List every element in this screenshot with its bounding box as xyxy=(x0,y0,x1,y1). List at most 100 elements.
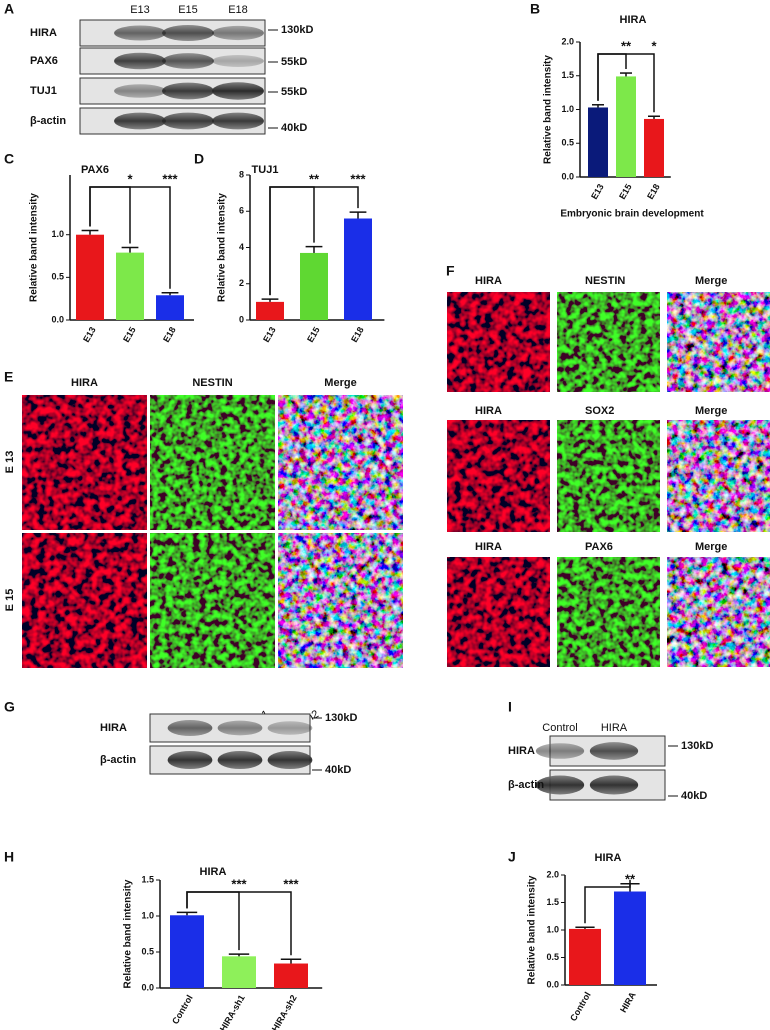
panel-label: G xyxy=(4,699,15,715)
blot-band xyxy=(535,743,585,759)
blot-band xyxy=(212,82,264,100)
lane-label: Control xyxy=(542,722,577,734)
y-tick-label: 8 xyxy=(239,169,244,179)
micrograph xyxy=(447,557,550,667)
y-tick-label: 0 xyxy=(239,314,244,324)
y-axis-label: Relative band intensity xyxy=(123,879,134,988)
y-tick-label: 2 xyxy=(239,278,244,288)
significance-bracket xyxy=(186,891,292,956)
blot-row-label: β-actin xyxy=(508,779,544,791)
marker-label: 40kD xyxy=(281,122,307,134)
channel-label: Merge xyxy=(324,377,356,389)
x-tick-label: E15 xyxy=(121,325,138,344)
micrograph xyxy=(22,533,147,668)
x-tick-label: E15 xyxy=(617,182,634,201)
blot-band xyxy=(162,25,214,41)
y-tick-label: 0.0 xyxy=(546,979,559,989)
blot-band xyxy=(114,52,166,70)
blot-band xyxy=(162,82,214,100)
y-tick-label: 1.0 xyxy=(51,229,64,239)
lane-label: HIRA xyxy=(601,722,628,734)
blot-band xyxy=(589,742,639,760)
significance-label: ** xyxy=(625,871,636,886)
x-tick-label: E18 xyxy=(645,182,662,201)
y-axis-label: Relative band intensity xyxy=(217,193,228,302)
y-tick-label: 1.0 xyxy=(546,924,559,934)
channel-label: SOX2 xyxy=(585,405,614,417)
significance-label: ** xyxy=(309,171,320,186)
channel-label: PAX6 xyxy=(585,541,613,553)
micrograph xyxy=(22,395,147,530)
y-tick-label: 1.5 xyxy=(561,70,574,80)
y-tick-label: 0.0 xyxy=(51,314,64,324)
y-tick-label: 4 xyxy=(239,242,244,252)
micrograph xyxy=(557,557,660,667)
blot-band xyxy=(212,54,264,68)
blot-band xyxy=(267,750,313,770)
significance-label: ** xyxy=(621,38,632,53)
x-tick-label: HIRA xyxy=(618,990,638,1014)
significance-label: * xyxy=(127,171,133,186)
panel-label: C xyxy=(4,151,14,167)
micrograph xyxy=(447,420,550,532)
blot-band xyxy=(212,25,264,41)
x-tick-label: Control xyxy=(170,993,195,1026)
blot-row-label: HIRA xyxy=(30,27,57,39)
bar xyxy=(116,252,144,320)
y-tick-label: 1.5 xyxy=(546,897,559,907)
x-tick-label: HIRA-sh1 xyxy=(218,993,247,1030)
lane-label: E18 xyxy=(228,4,248,16)
marker-label: 130kD xyxy=(325,712,357,724)
marker-label: 40kD xyxy=(681,790,707,802)
x-tick-label: E18 xyxy=(349,325,366,344)
channel-label: HIRA xyxy=(475,405,502,417)
marker-label: 55kD xyxy=(281,56,307,68)
channel-label: Merge xyxy=(695,541,727,553)
bar xyxy=(156,295,184,320)
marker-label: 55kD xyxy=(281,86,307,98)
panel-label: B xyxy=(530,1,540,17)
panel-label: D xyxy=(194,151,204,167)
significance-bracket xyxy=(269,186,359,296)
row-label: E 13 xyxy=(4,451,16,474)
blot-band xyxy=(114,25,166,41)
panel-label: H xyxy=(4,849,14,865)
chart-title: TUJ1 xyxy=(252,164,279,176)
channel-label: Merge xyxy=(695,275,727,287)
x-tick-label: E15 xyxy=(305,325,322,344)
bar xyxy=(588,107,608,177)
y-tick-label: 0.5 xyxy=(51,272,64,282)
y-tick-label: 0.0 xyxy=(561,171,574,181)
micrograph xyxy=(278,533,403,668)
y-tick-label: 2.0 xyxy=(561,36,574,46)
chart-title: PAX6 xyxy=(81,164,109,176)
micrograph xyxy=(557,420,660,532)
panel-label: F xyxy=(446,263,455,279)
significance-label: *** xyxy=(350,171,366,186)
y-axis-label: Relative band intensity xyxy=(29,193,40,302)
significance-bracket xyxy=(584,879,631,924)
blot-band xyxy=(217,750,263,770)
x-tick-label: E18 xyxy=(161,325,178,344)
blot-row-label: β-actin xyxy=(100,754,136,766)
micrograph xyxy=(667,557,770,667)
chart-title: HIRA xyxy=(620,14,647,26)
bar xyxy=(222,956,256,988)
y-tick-label: 0.5 xyxy=(546,952,559,962)
micrograph xyxy=(557,292,660,392)
y-tick-label: 6 xyxy=(239,206,244,216)
panel-label: J xyxy=(508,849,516,865)
lane-label: E13 xyxy=(130,4,150,16)
y-tick-label: 1.0 xyxy=(141,910,154,920)
y-tick-label: 1.5 xyxy=(141,874,154,884)
marker-label: 40kD xyxy=(325,764,351,776)
channel-label: HIRA xyxy=(71,377,98,389)
bar xyxy=(274,963,308,988)
bar xyxy=(616,76,636,177)
significance-label: * xyxy=(651,38,657,53)
blot-row-label: HIRA xyxy=(100,722,127,734)
micrograph xyxy=(447,292,550,392)
bar xyxy=(569,928,601,985)
channel-label: Merge xyxy=(695,405,727,417)
